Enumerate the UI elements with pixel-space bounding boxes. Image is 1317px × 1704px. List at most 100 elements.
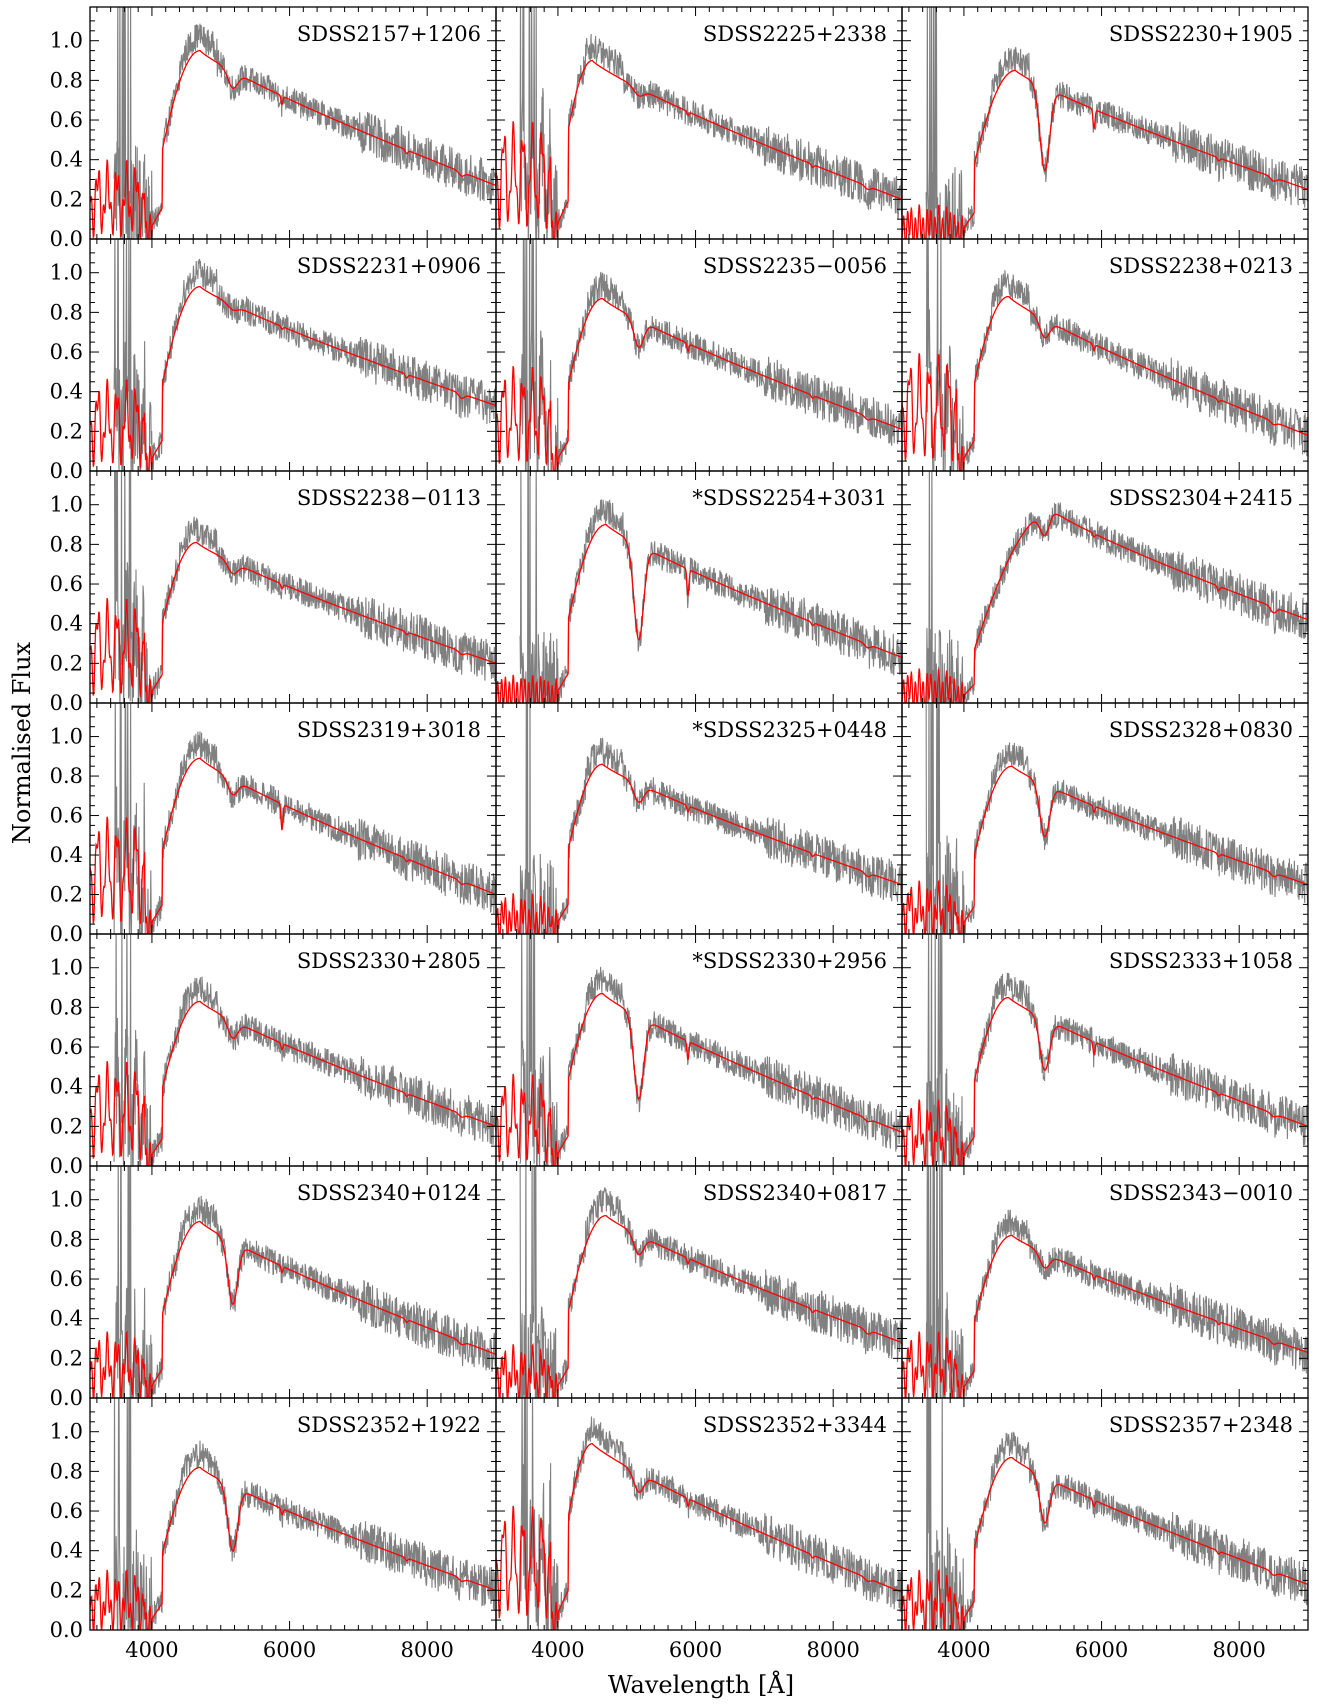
y-tick-label: 0.2 xyxy=(50,1578,83,1602)
panel-21: 4000 6000 8000 SDSS2357+2348 xyxy=(901,1397,1309,1662)
y-tick-label: 0.8 xyxy=(50,300,83,324)
x-tick-label: 6000 xyxy=(669,1638,722,1662)
x-tick-label: 4000 xyxy=(125,1638,178,1662)
observed-spectrum xyxy=(519,934,902,1166)
observed-spectrum xyxy=(113,934,496,1166)
y-tick-label: 0.6 xyxy=(50,340,83,364)
panels-layer: 0.0 0.2 0.4 0.6 0.8 1.0 SDSS2157+1206 SDSS2225+… xyxy=(50,6,1309,1662)
y-tick-label: 0.2 xyxy=(50,651,83,675)
panel-19: 0.0 0.2 0.4 0.6 0.8 1.0 4000 6000 8000 SDSS2352+1… xyxy=(50,1397,497,1662)
panel-3: SDSS2230+1905 xyxy=(901,6,1309,240)
x-tick-label: 4000 xyxy=(531,1638,584,1662)
panel-object-name: *SDSS2254+3031 xyxy=(692,486,887,510)
observed-spectrum xyxy=(114,1166,496,1398)
panel-object-name: SDSS2352+1922 xyxy=(297,1413,481,1437)
y-tick-label: 0.8 xyxy=(50,68,83,92)
panel-object-name: *SDSS2330+2956 xyxy=(692,949,887,973)
y-tick-label: 0.8 xyxy=(50,995,83,1019)
model-spectrum xyxy=(90,1466,496,1630)
panel-7: 0.0 0.2 0.4 0.6 0.8 1.0 SDSS2238−0113 xyxy=(50,470,497,715)
y-tick-label: 0.8 xyxy=(50,764,83,788)
model-spectrum xyxy=(496,59,902,239)
observed-spectrum xyxy=(519,7,902,239)
y-tick-label: 0.6 xyxy=(50,1267,83,1291)
y-tick-label: 1.0 xyxy=(50,261,83,285)
model-spectrum xyxy=(496,763,902,934)
panel-object-name: SDSS2319+3018 xyxy=(297,718,481,742)
panel-9: SDSS2304+2415 xyxy=(901,470,1309,704)
panel-object-name: SDSS2330+2805 xyxy=(297,949,481,973)
panel-13: 0.0 0.2 0.4 0.6 0.8 1.0 SDSS2330+2805 xyxy=(50,933,497,1178)
y-tick-label: 1.0 xyxy=(50,29,83,53)
x-tick-label: 8000 xyxy=(1212,1638,1265,1662)
panel-object-name: SDSS2357+2348 xyxy=(1109,1413,1293,1437)
panel-object-name: SDSS2340+0817 xyxy=(703,1181,887,1205)
model-spectrum xyxy=(902,1234,1308,1398)
panel-object-name: SDSS2238+0213 xyxy=(1109,254,1293,278)
model-spectrum xyxy=(902,1456,1308,1630)
y-tick-label: 0.0 xyxy=(50,1618,83,1642)
y-tick-label: 0.0 xyxy=(50,459,83,483)
y-tick-label: 0.2 xyxy=(50,187,83,211)
panel-object-name: SDSS2231+0906 xyxy=(297,254,481,278)
panel-object-name: SDSS2230+1905 xyxy=(1109,22,1293,46)
y-tick-label: 0.0 xyxy=(50,922,83,946)
x-tick-label: 6000 xyxy=(1075,1638,1128,1662)
observed-spectrum xyxy=(519,471,902,703)
model-spectrum xyxy=(496,1442,902,1630)
model-spectrum xyxy=(902,996,1308,1166)
y-tick-label: 0.6 xyxy=(50,108,83,132)
y-tick-label: 0.4 xyxy=(50,1075,83,1099)
panel-5: SDSS2235−0056 xyxy=(495,238,903,472)
panel-object-name: SDSS2340+0124 xyxy=(297,1181,481,1205)
observed-spectrum xyxy=(926,471,1308,703)
panel-object-name: SDSS2304+2415 xyxy=(1109,486,1293,510)
y-tick-label: 0.2 xyxy=(50,419,83,443)
panel-object-name: SDSS2333+1058 xyxy=(1109,949,1293,973)
x-tick-label: 6000 xyxy=(263,1638,316,1662)
panel-8: *SDSS2254+3031 xyxy=(495,470,903,704)
model-spectrum xyxy=(90,541,496,703)
y-axis-title: Normalised Flux xyxy=(8,641,36,844)
panel-object-name: SDSS2328+0830 xyxy=(1109,718,1293,742)
observed-spectrum xyxy=(519,1166,902,1398)
y-tick-label: 1.0 xyxy=(50,1188,83,1212)
observed-spectrum xyxy=(925,7,1308,239)
model-spectrum xyxy=(90,757,496,934)
model-spectrum xyxy=(90,1220,496,1398)
model-spectrum xyxy=(902,295,1308,471)
y-tick-label: 0.4 xyxy=(50,1539,83,1563)
observed-spectrum xyxy=(114,471,496,703)
panel-15: SDSS2333+1058 xyxy=(901,933,1309,1167)
panel-4: 0.0 0.2 0.4 0.6 0.8 1.0 SDSS2231+0906 xyxy=(50,238,497,483)
y-tick-label: 1.0 xyxy=(50,493,83,517)
observed-spectrum xyxy=(925,239,1308,471)
panel-2: SDSS2225+2338 xyxy=(495,6,903,240)
y-tick-label: 0.4 xyxy=(50,380,83,404)
y-tick-label: 0.4 xyxy=(50,148,83,172)
y-tick-label: 0.2 xyxy=(50,1346,83,1370)
model-spectrum xyxy=(90,49,496,239)
model-spectrum xyxy=(902,69,1308,239)
observed-spectrum xyxy=(519,1398,902,1630)
y-tick-label: 0.4 xyxy=(50,612,83,636)
panel-16: 0.0 0.2 0.4 0.6 0.8 1.0 SDSS2340+0124 xyxy=(50,1165,497,1410)
y-tick-label: 0.8 xyxy=(50,1227,83,1251)
x-tick-label: 8000 xyxy=(806,1638,859,1662)
panel-object-name: SDSS2238−0113 xyxy=(297,486,481,510)
y-tick-label: 1.0 xyxy=(50,956,83,980)
y-tick-label: 0.6 xyxy=(50,1035,83,1059)
panel-object-name: *SDSS2325+0448 xyxy=(692,718,887,742)
model-spectrum xyxy=(496,297,902,471)
panel-frame xyxy=(901,1397,1309,1631)
y-tick-label: 0.4 xyxy=(50,1307,83,1331)
y-tick-label: 1.0 xyxy=(50,1420,83,1444)
model-spectrum xyxy=(496,1214,902,1398)
panel-1: 0.0 0.2 0.4 0.6 0.8 1.0 SDSS2157+1206 xyxy=(50,6,497,251)
panel-17: SDSS2340+0817 xyxy=(495,1165,903,1399)
y-tick-label: 0.0 xyxy=(50,227,83,251)
x-tick-label: 8000 xyxy=(400,1638,453,1662)
y-tick-label: 0.8 xyxy=(50,1459,83,1483)
panel-18: SDSS2343−0010 xyxy=(901,1165,1309,1399)
y-tick-label: 0.0 xyxy=(50,691,83,715)
